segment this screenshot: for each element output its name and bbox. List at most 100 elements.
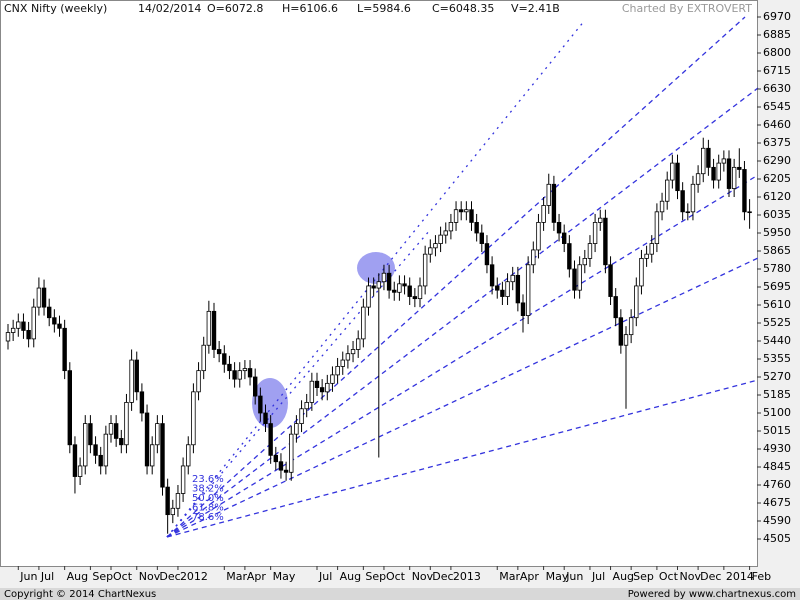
candle-body	[160, 423, 165, 488]
x-tick-label: Nov	[139, 570, 161, 583]
candle-body	[252, 376, 258, 397]
footer-bar	[0, 588, 800, 600]
candle-body	[639, 258, 644, 287]
candle-body	[304, 402, 309, 410]
candle-body	[242, 368, 248, 372]
candle-body	[180, 465, 186, 494]
candle-body	[52, 317, 57, 325]
candle-body	[345, 353, 351, 361]
candle-body	[458, 209, 464, 213]
candle-body	[695, 173, 701, 185]
x-tick-label: Dec	[700, 570, 721, 583]
candle-body	[139, 391, 145, 414]
candle-body	[10, 327, 16, 333]
candle-body	[41, 287, 47, 308]
candle-body	[567, 243, 572, 270]
candle-body	[5, 332, 11, 342]
candle-body	[392, 289, 397, 293]
candle-body	[628, 317, 634, 336]
candle-body	[149, 444, 155, 467]
candle-body	[366, 285, 371, 308]
x-tick-label: Sep	[365, 570, 386, 583]
candle-body	[72, 444, 78, 477]
candle-body	[355, 338, 361, 350]
candle-body	[361, 306, 366, 340]
y-tick-label: 6715	[763, 64, 791, 77]
y-tick-label: 5100	[763, 406, 791, 419]
candle-body	[299, 408, 304, 424]
header-open: O=6072.8	[207, 2, 263, 15]
candle-body	[340, 359, 345, 367]
x-tick-label: May	[273, 570, 296, 583]
y-tick-label: 6545	[763, 100, 791, 113]
candle-body	[417, 285, 423, 300]
candle-body	[623, 334, 629, 346]
candle-body	[737, 166, 742, 170]
x-tick-label: Jun	[19, 570, 37, 583]
candle-body	[582, 258, 587, 266]
candle-body	[325, 382, 330, 393]
candle-body	[670, 162, 675, 181]
y-tick-label: 5185	[763, 388, 791, 401]
candle-body	[525, 264, 531, 316]
candle-body	[556, 222, 562, 234]
y-tick-label: 5610	[763, 298, 791, 311]
header-low: L=5984.6	[357, 2, 411, 15]
y-tick-label: 4590	[763, 514, 791, 527]
candle-body	[541, 205, 546, 223]
candle-body	[407, 285, 412, 297]
candle-body	[716, 162, 721, 181]
x-tick-label: Sep	[92, 570, 113, 583]
candle-body	[206, 310, 212, 346]
y-tick-label: 4760	[763, 478, 791, 491]
candle-body	[520, 302, 526, 316]
candle-body	[742, 169, 747, 213]
candle-body	[397, 283, 402, 293]
x-tick-label: Mar	[226, 570, 247, 583]
candle-body	[237, 370, 242, 380]
candle-body	[88, 423, 93, 446]
candle-body	[201, 344, 206, 372]
x-tick-label: 2013	[453, 570, 481, 583]
candle-body	[222, 353, 227, 365]
fib-label: 50.0%	[192, 493, 224, 504]
x-axis-panel	[0, 566, 800, 588]
candle-body	[62, 327, 67, 372]
x-tick-label: Jun	[565, 570, 583, 583]
candle-body	[16, 321, 21, 329]
candle-body	[469, 209, 474, 223]
y-tick-label: 4930	[763, 442, 791, 455]
candle-body	[685, 211, 690, 214]
candle-body	[319, 387, 325, 393]
candle-body	[77, 465, 83, 477]
candle-body	[381, 272, 387, 283]
candle-body	[258, 395, 263, 414]
y-tick-label: 6800	[763, 46, 791, 59]
y-tick-label: 5695	[763, 280, 791, 293]
candle-body	[155, 423, 160, 446]
candle-body	[108, 423, 114, 435]
candle-body	[495, 285, 500, 291]
fan-line	[166, 87, 759, 538]
x-tick-label: Aug	[67, 570, 88, 583]
header-volume: V=2.41B	[511, 2, 560, 15]
fan-line	[166, 174, 759, 538]
candle-body	[134, 359, 139, 393]
y-tick-label: 6630	[763, 82, 791, 95]
candle-body	[113, 423, 119, 439]
candle-body	[701, 147, 706, 175]
y-tick-label: 5440	[763, 334, 791, 347]
candle-body	[562, 232, 567, 244]
x-tick-label: Dec	[159, 570, 180, 583]
candle-body	[263, 412, 268, 424]
candle-body	[124, 402, 129, 446]
candle-body	[26, 330, 31, 340]
x-tick-label: May	[546, 570, 569, 583]
candle-body	[726, 158, 732, 189]
fan-line	[166, 229, 431, 538]
candle-body	[572, 268, 577, 291]
y-tick-label: 5950	[763, 226, 791, 239]
y-tick-label: 4675	[763, 496, 791, 509]
x-tick-label: Aug	[613, 570, 634, 583]
highlight	[252, 378, 288, 428]
